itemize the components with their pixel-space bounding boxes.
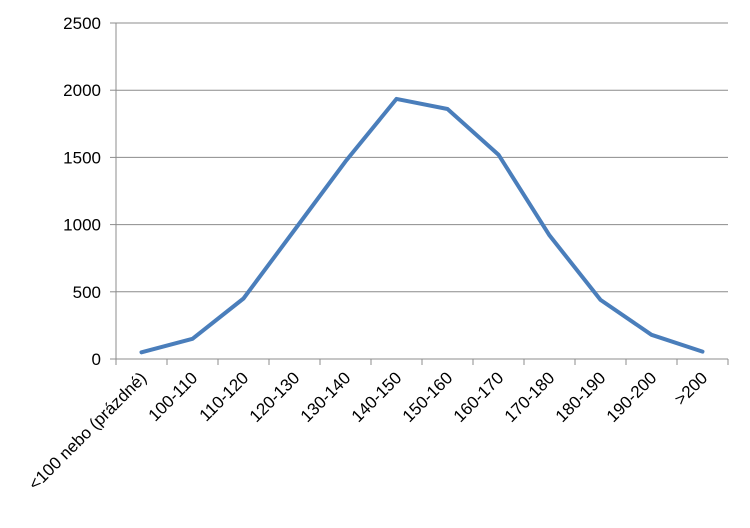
x-tick-label: 190-200: [603, 368, 661, 426]
x-tick-label: 160-170: [450, 368, 508, 426]
x-tick-label: 140-150: [348, 368, 406, 426]
x-tick-label: 130-140: [297, 368, 355, 426]
y-tick-label: 2500: [63, 14, 101, 33]
x-tick-label: 120-130: [246, 368, 304, 426]
x-tick-label: 150-160: [399, 368, 457, 426]
x-tick-labels: <100 nebo (prázdné)100-110110-120120-130…: [25, 368, 711, 493]
x-tick-label: 100-110: [145, 368, 202, 425]
series-line-0: [139, 96, 705, 355]
x-tick-label: 110-120: [196, 368, 253, 425]
x-tick-label: >200: [671, 368, 712, 409]
y-tick-label: 500: [73, 283, 101, 302]
y-tick-label: 1000: [63, 216, 101, 235]
x-tick-label: <100 nebo (prázdné): [25, 368, 150, 493]
y-tick-labels: 0 500 1000 1500 2000 2500: [63, 14, 101, 369]
y-tick-label: 1500: [63, 148, 101, 167]
x-tick-label: 170-180: [501, 368, 559, 426]
x-tick-label: 180-190: [552, 368, 610, 426]
y-tick-label: 2000: [63, 81, 101, 100]
series-lines: [139, 96, 705, 355]
y-tick-label: 0: [92, 350, 101, 369]
axes: [110, 22, 729, 365]
gridlines: [116, 22, 728, 293]
